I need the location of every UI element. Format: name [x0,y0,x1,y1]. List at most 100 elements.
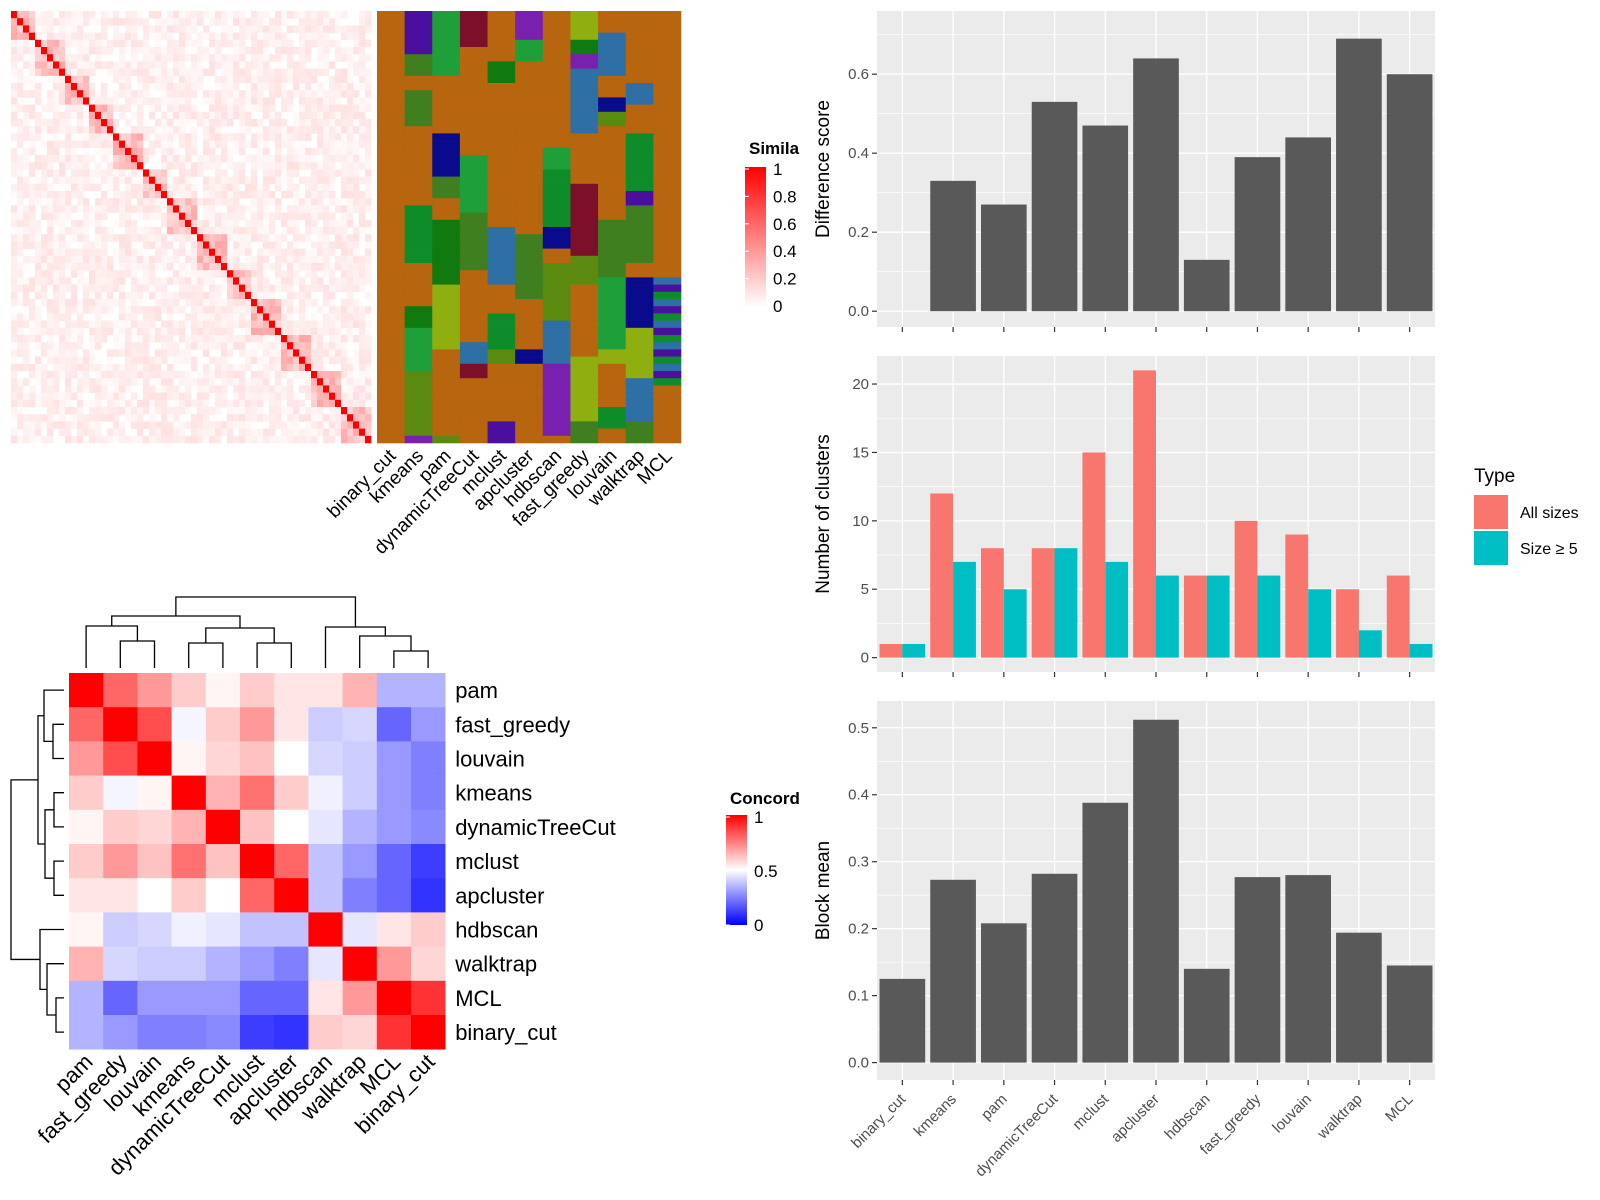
similarity-cell [287,378,294,386]
similarity-cell [227,97,234,105]
similarity-cell [47,47,54,55]
similarity-cell [365,176,372,185]
similarity-cell [227,349,234,357]
similarity-cell [149,61,156,69]
cluster-cell [515,291,544,300]
similarity-cell [227,25,234,33]
similarity-cell [341,263,348,271]
similarity-cell [11,147,18,156]
similarity-cell [287,241,294,249]
similarity-cell [185,183,192,192]
concordance-cell [137,844,172,879]
similarity-cell [227,32,234,41]
similarity-cell [59,421,66,429]
similarity-cell [233,248,240,257]
similarity-cell [257,126,264,134]
similarity-cell [83,133,90,141]
similarity-cell [125,68,132,77]
similarity-cell [293,349,300,357]
cluster-cell [542,263,571,271]
similarity-cell [251,61,258,69]
cluster-cell [570,83,599,91]
similarity-cell [221,39,228,48]
similarity-cell [185,270,192,278]
similarity-cell [11,133,18,141]
similarity-cell [119,61,126,69]
similarity-cell [341,284,348,293]
similarity-cell [35,255,42,264]
similarity-cell [203,299,210,307]
similarity-cell [155,133,162,141]
similarity-cell [89,104,96,113]
similarity-cell [191,11,198,19]
similarity-cell [335,342,342,350]
similarity-cell [77,255,84,264]
similarity-cell [197,291,204,300]
similarity-cell [113,392,120,401]
similarity-cell [275,270,282,278]
bar-size-5 [1206,575,1230,658]
similarity-cell [137,421,144,429]
similarity-cell [245,47,252,55]
cluster-cell [515,378,544,386]
similarity-cell [317,18,324,26]
similarity-cell [149,25,156,33]
similarity-cell [95,147,102,156]
similarity-cell [149,385,156,393]
cluster-cell [515,277,544,285]
cluster-cell [377,320,405,329]
similarity-cell [119,18,126,26]
similarity-cell [65,39,72,48]
similarity-cell [347,270,354,278]
similarity-cell [293,255,300,264]
similarity-cell [71,407,78,415]
similarity-cell [167,18,174,26]
cluster-cell [459,155,488,163]
similarity-cell [89,306,96,314]
similarity-cell [233,133,240,141]
similarity-cell [155,306,162,314]
similarity-cell [365,320,372,329]
similarity-cell [191,241,198,249]
similarity-cell [323,421,330,429]
cluster-cell [653,68,682,77]
similarity-cell [317,407,324,415]
similarity-cell [173,39,180,48]
similarity-cell [59,234,66,242]
similarity-cell [107,126,114,134]
similarity-cell [179,18,186,26]
similarity-cell [23,414,30,422]
similarity-cell [191,90,198,98]
similarity-cell [275,111,282,120]
y-tick-label: 0.3 [848,854,869,871]
similarity-cell [95,270,102,278]
cluster-cell [459,133,488,141]
similarity-cell [233,320,240,329]
similarity-cell [155,205,162,213]
similarity-cell [221,18,228,26]
similarity-cell [287,212,294,221]
similarity-cell [89,183,96,192]
similarity-cell [35,155,42,163]
similarity-cell [71,335,78,343]
similarity-cell [203,198,210,206]
similarity-cell [41,18,48,26]
similarity-cell [137,133,144,141]
similarity-cell [23,176,30,185]
similarity-cell [281,97,288,105]
similarity-cell [185,212,192,221]
similarity-cell [305,270,312,278]
similarity-cell [35,126,42,134]
similarity-legend: Simila 10.80.60.40.20 [745,139,800,316]
similarity-cell [29,205,36,213]
dendrogram-branch [324,626,386,668]
concordance-cell [376,844,412,879]
similarity-cell [197,155,204,163]
similarity-cell [245,385,252,393]
similarity-cell [125,32,132,41]
similarity-cell [17,75,24,84]
similarity-cell [17,270,24,278]
similarity-cell [197,299,204,307]
similarity-cell [209,277,216,285]
similarity-cell [233,18,240,26]
